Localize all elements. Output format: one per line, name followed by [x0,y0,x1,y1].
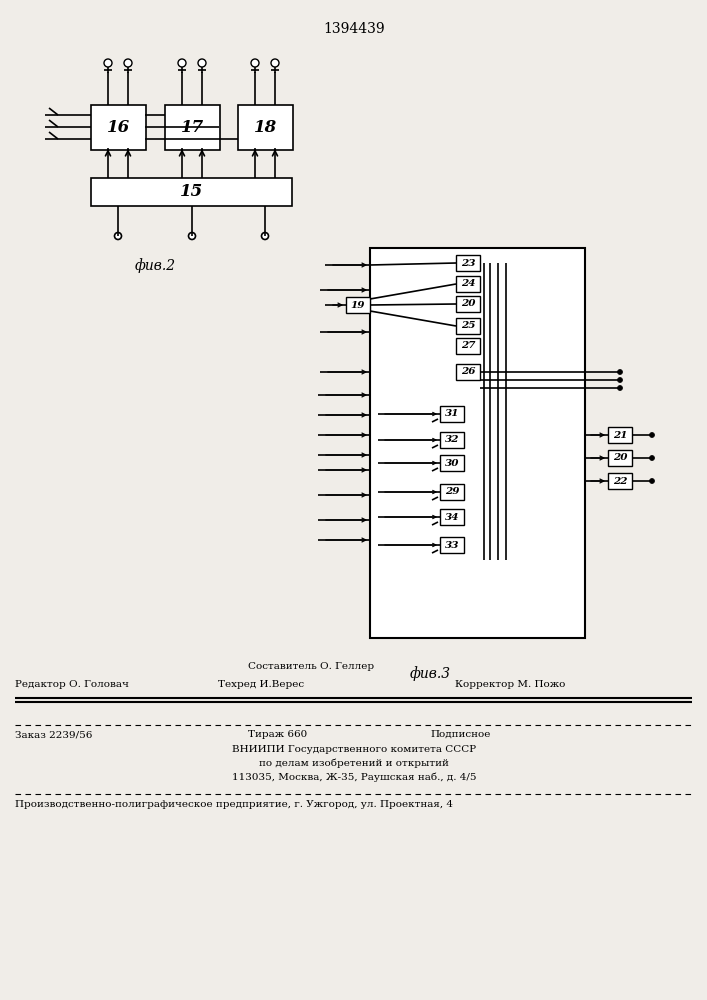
Text: 34: 34 [445,512,460,522]
Text: 27: 27 [461,342,475,351]
Bar [238,105,293,150]
Text: 20: 20 [461,300,475,308]
Text: Корректор М. Пожо: Корректор М. Пожо [455,680,566,689]
Text: 25: 25 [461,322,475,330]
Text: Тираж 660: Тираж 660 [248,730,308,739]
Text: 113035, Москва, Ж-35, Раушская наб., д. 4/5: 113035, Москва, Ж-35, Раушская наб., д. … [232,773,477,782]
Text: 17: 17 [181,119,204,136]
Text: по делам изобретений и открытий: по делам изобретений и открытий [259,759,449,768]
Bar [91,178,292,206]
Text: 15: 15 [180,184,203,200]
Text: ВНИИПИ Государственного комитета СССР: ВНИИПИ Государственного комитета СССР [232,745,476,754]
Text: Производственно-полиграфическое предприятие, г. Ужгород, ул. Проектная, 4: Производственно-полиграфическое предприя… [15,800,453,809]
Bar [440,537,464,553]
Bar [456,338,480,354]
Circle shape [198,59,206,67]
Circle shape [262,232,269,239]
Circle shape [617,369,622,374]
Bar [165,105,220,150]
Text: 23: 23 [461,258,475,267]
Text: 20: 20 [613,454,627,462]
Bar [91,105,146,150]
Bar [440,406,464,422]
Circle shape [650,479,655,484]
Text: 33: 33 [445,540,460,550]
Circle shape [617,385,622,390]
Text: фив.2: фив.2 [134,258,175,273]
Text: 24: 24 [461,279,475,288]
Circle shape [124,59,132,67]
Bar [608,473,632,489]
Text: 22: 22 [613,477,627,486]
Bar [346,297,370,313]
Text: Составитель О. Геллер: Составитель О. Геллер [248,662,374,671]
Bar [456,276,480,292]
Text: 32: 32 [445,436,460,444]
Bar [440,432,464,448]
Bar [608,427,632,443]
Bar [440,509,464,525]
Text: 1394439: 1394439 [323,22,385,36]
Text: 29: 29 [445,488,460,496]
Bar [456,296,480,312]
Circle shape [251,59,259,67]
Bar [440,455,464,471]
Text: Редактор О. Головач: Редактор О. Головач [15,680,129,689]
Bar [456,255,480,271]
Circle shape [617,377,622,382]
Bar [456,318,480,334]
Text: 30: 30 [445,458,460,468]
Circle shape [650,432,655,438]
Text: 16: 16 [107,119,130,136]
Text: 21: 21 [613,430,627,440]
Text: Подписное: Подписное [430,730,491,739]
Text: 18: 18 [254,119,277,136]
Text: Заказ 2239/56: Заказ 2239/56 [15,730,93,739]
Text: 31: 31 [445,410,460,418]
Text: 19: 19 [351,300,366,310]
Bar [456,364,480,380]
Circle shape [178,59,186,67]
Text: Техред И.Верес: Техред И.Верес [218,680,304,689]
Circle shape [115,232,122,239]
Bar [440,484,464,500]
Bar [608,450,632,466]
Circle shape [271,59,279,67]
Text: 26: 26 [461,367,475,376]
Circle shape [650,456,655,460]
Circle shape [104,59,112,67]
Text: фив.3: фив.3 [409,666,450,681]
Bar [370,248,585,638]
Circle shape [189,232,196,239]
